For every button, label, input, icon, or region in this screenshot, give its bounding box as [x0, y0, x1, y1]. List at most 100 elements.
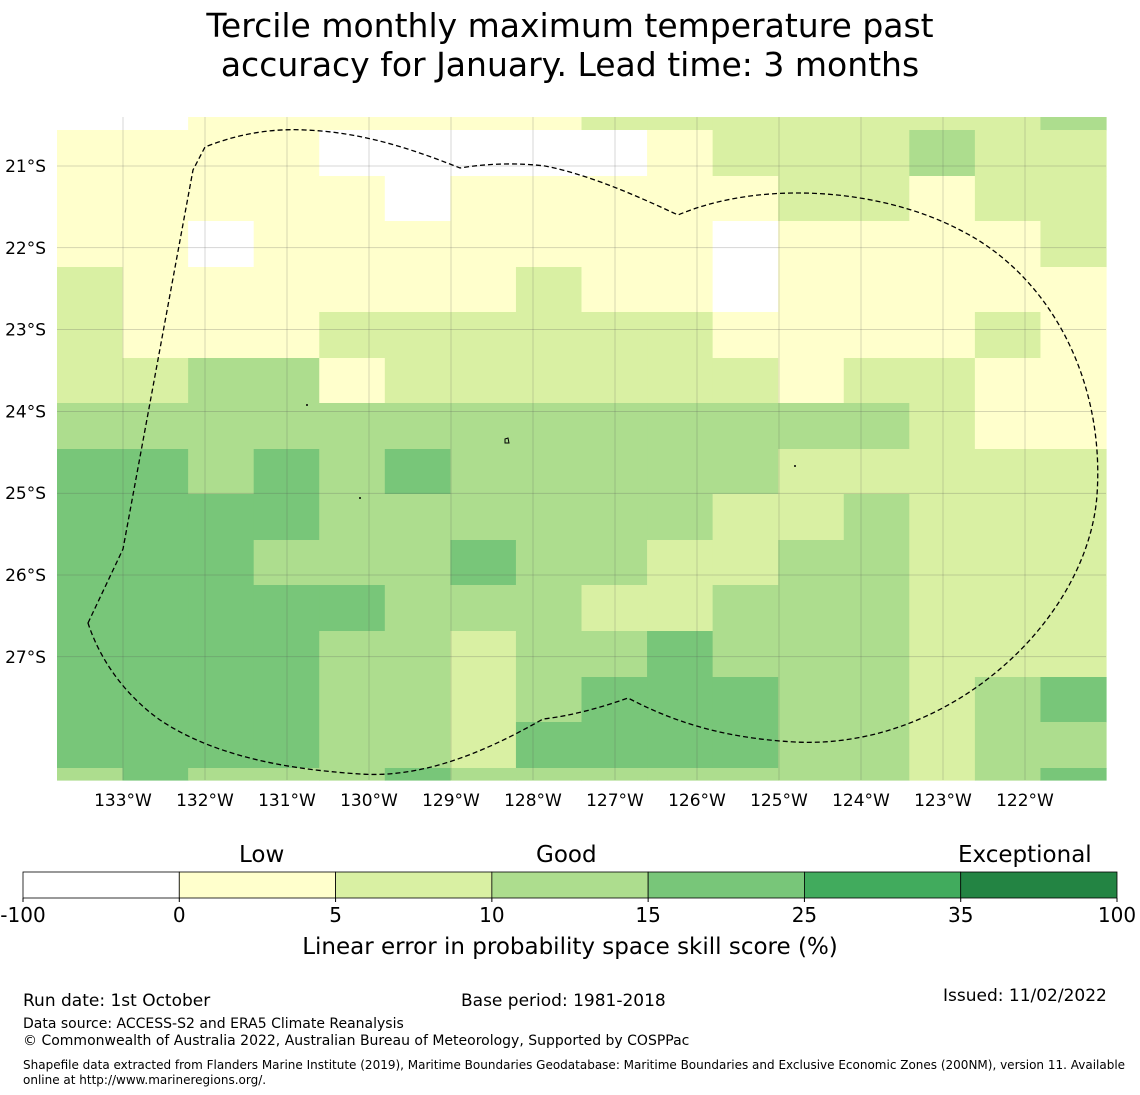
- grid-cell: [57, 585, 124, 632]
- grid-cell: [1040, 494, 1107, 541]
- grid-cell: [384, 449, 451, 495]
- grid-cell: [778, 631, 845, 678]
- grid-cell: [843, 403, 910, 450]
- grid-cell: [188, 494, 255, 541]
- y-tick-label: 25°S: [5, 484, 46, 504]
- colorbar-boxes: [22, 871, 1118, 899]
- grid-cell: [57, 221, 124, 268]
- grid-cell: [515, 585, 583, 632]
- grid-cell: [581, 117, 648, 131]
- grid-cell: [253, 130, 320, 177]
- grid-cell: [319, 585, 386, 632]
- grid-cell: [974, 631, 1042, 678]
- grid-cell: [647, 768, 714, 781]
- grid-cell: [974, 267, 1042, 313]
- grid-cell: [712, 494, 779, 541]
- grid-cell: [1040, 540, 1107, 586]
- grid-cell: [778, 677, 845, 723]
- graticule: [57, 117, 1106, 780]
- grid-cell: [253, 312, 320, 359]
- grid-cell: [909, 221, 976, 268]
- grid-cell: [974, 117, 1042, 131]
- grid-cell: [778, 358, 845, 404]
- grid-cell: [581, 267, 648, 313]
- grid-cell: [647, 358, 714, 404]
- grid-cell: [319, 494, 386, 541]
- grid-cell: [319, 312, 386, 359]
- grid-cell: [122, 221, 189, 268]
- grid-cell: [843, 768, 910, 781]
- grid-cell: [778, 221, 845, 268]
- grid-cell: [384, 585, 451, 632]
- eez-boundary: [87, 129, 1099, 776]
- grid-cell: [581, 722, 648, 769]
- island-henderson: [306, 404, 308, 406]
- grid-cell: [974, 722, 1042, 769]
- grid-cell: [843, 176, 910, 222]
- grid-cell: [122, 768, 189, 781]
- grid-cell: [188, 176, 255, 222]
- grid-cell: [778, 722, 845, 769]
- grid-cell: [581, 176, 648, 222]
- grid-cell: [647, 267, 714, 313]
- grid-cell: [515, 494, 583, 541]
- grid-cell: [122, 449, 189, 495]
- grid-cell: [188, 722, 255, 769]
- grid-cell: [384, 677, 451, 723]
- grid-cell: [974, 358, 1042, 404]
- grid-cell: [974, 540, 1042, 586]
- grid-cell: [122, 403, 189, 450]
- grid-cell: [647, 540, 714, 586]
- grid-cell: [909, 403, 976, 450]
- grid-cell: [450, 221, 517, 268]
- shapefile-credit: Shapefile data extracted from Flanders M…: [23, 1058, 1125, 1088]
- grid-cell: [122, 722, 189, 769]
- y-tick-label: 24°S: [5, 402, 46, 422]
- grid-cell: [974, 677, 1042, 723]
- grid-cell: [974, 312, 1042, 359]
- grid-cell: [450, 267, 517, 313]
- grid-cell: [1040, 221, 1107, 268]
- grid-cell: [1040, 312, 1107, 359]
- grid-cell: [778, 176, 845, 222]
- grid-cell: [122, 312, 189, 359]
- grid-cell: [974, 221, 1042, 268]
- category-good: Good: [536, 842, 597, 868]
- grid-cell: [712, 130, 779, 177]
- grid-cell: [843, 221, 910, 268]
- colorbar-label: Linear error in probability space skill …: [302, 934, 838, 960]
- grid-cell: [122, 117, 189, 131]
- grid-cell: [778, 494, 845, 541]
- island-pitcairn: [359, 497, 361, 499]
- colorbar-tick-label: 0: [173, 903, 186, 927]
- grid-cell: [253, 768, 320, 781]
- grid-cell: [515, 358, 583, 404]
- grid-cell: [450, 449, 517, 495]
- grid-cell: [253, 221, 320, 268]
- grid-cell: [188, 403, 255, 450]
- grid-cell: [122, 677, 189, 723]
- grid-cell: [581, 677, 648, 723]
- grid-cell: [319, 722, 386, 769]
- grid-cell: [188, 677, 255, 723]
- grid-cell: [319, 631, 386, 678]
- grid-cell: [319, 449, 386, 495]
- grid-cell: [647, 722, 714, 769]
- grid-cell: [909, 585, 976, 632]
- grid-cell: [319, 267, 386, 313]
- grid-cell: [843, 267, 910, 313]
- grid-cell: [253, 631, 320, 678]
- eez-boundary-line: [87, 129, 1099, 776]
- grid-cell: [843, 540, 910, 586]
- x-tick-label: 127°W: [586, 791, 644, 811]
- grid-cell: [647, 585, 714, 632]
- colorbar-tick-label: 100: [1098, 903, 1136, 927]
- grid-cell: [319, 358, 386, 404]
- grid-cell: [450, 585, 517, 632]
- grid-cell: [909, 540, 976, 586]
- grid-cell: [188, 631, 255, 678]
- grid-cell: [909, 176, 976, 222]
- grid-cell: [1040, 130, 1107, 177]
- colorbar-box: [22, 871, 180, 899]
- grid-cell: [253, 117, 320, 131]
